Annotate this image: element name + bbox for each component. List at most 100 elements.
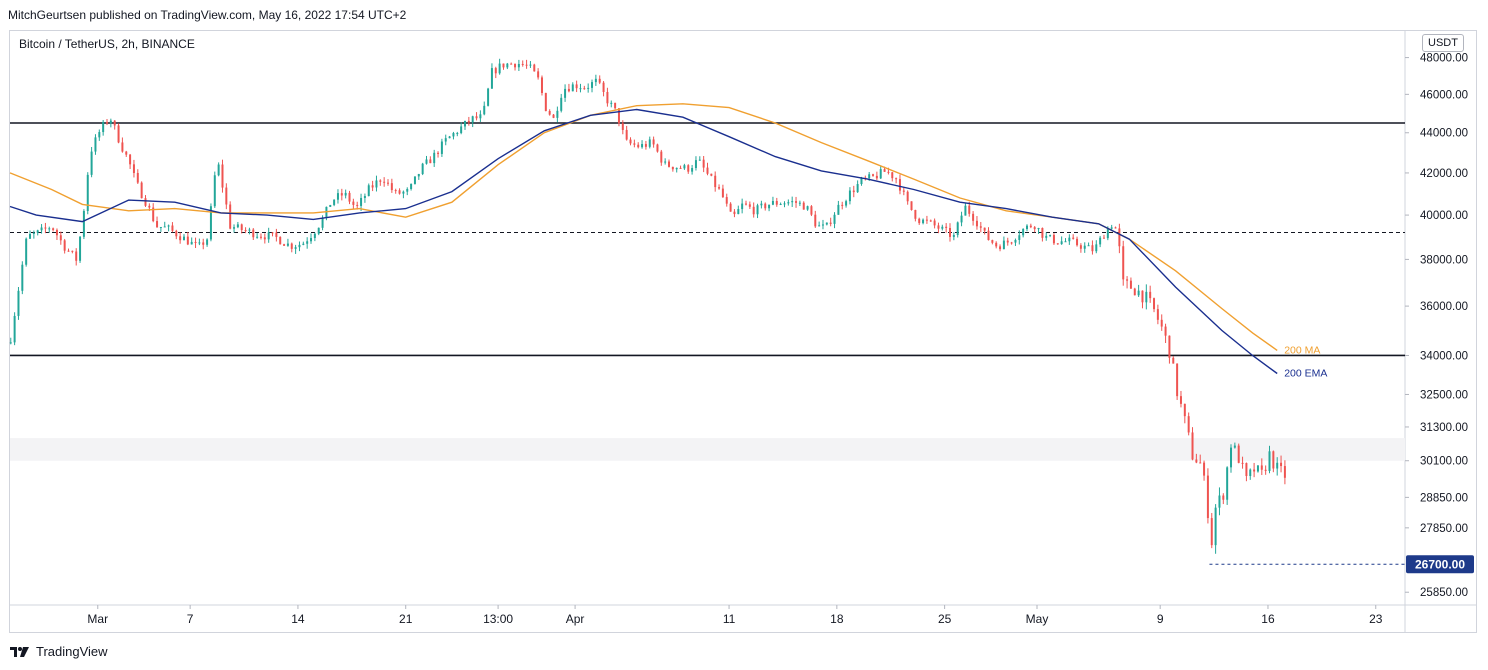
candle-body (340, 193, 343, 196)
candle-body (775, 201, 778, 205)
candle-body (44, 227, 47, 229)
candle-body (525, 64, 528, 66)
candle-body (440, 141, 443, 154)
candle-body (1141, 290, 1144, 303)
candle-body (1102, 237, 1105, 239)
candle-body (1210, 518, 1213, 546)
candle-body (136, 172, 139, 183)
candle-body (275, 232, 278, 237)
candle-body (795, 201, 798, 203)
candle-body (467, 120, 470, 123)
candle-body (1079, 245, 1082, 249)
candle-body (960, 215, 963, 223)
currency-button[interactable]: USDT (1422, 34, 1464, 52)
candle-body (787, 202, 790, 204)
candle-body (413, 176, 416, 184)
candle-body (98, 132, 101, 138)
candle-body (648, 139, 651, 147)
x-tick-label-9: May (1026, 612, 1049, 626)
candle-body (159, 226, 162, 228)
candle-body (367, 185, 370, 197)
candle-body (336, 193, 339, 200)
footer-brand[interactable]: TradingView (10, 644, 108, 659)
candle-body (560, 97, 563, 111)
candle-body (929, 220, 932, 222)
candle-body (521, 63, 524, 65)
candle-body (344, 192, 347, 196)
candle-body (941, 226, 944, 229)
candle-body (1260, 465, 1263, 470)
candle-body (371, 185, 374, 188)
candle-body (236, 224, 239, 228)
candle-body (806, 206, 809, 210)
candle-body (363, 196, 366, 198)
series-line-200-ema (9, 108, 1278, 375)
candle-body (302, 243, 305, 245)
candle-body (537, 71, 540, 78)
candle-body (791, 201, 794, 203)
candle-body (702, 159, 705, 168)
x-tick-label-0: Mar (87, 612, 108, 626)
candle-body (1268, 451, 1271, 471)
candle-body (883, 169, 886, 172)
footer-brand-label: TradingView (36, 644, 108, 659)
candle-body (964, 205, 967, 216)
candle-body (294, 247, 297, 249)
candle-body (829, 222, 832, 224)
candle-body (614, 102, 617, 109)
candle-body (706, 167, 709, 174)
candle-body (729, 203, 732, 212)
candle-body (764, 203, 767, 209)
candle-body (1226, 467, 1229, 500)
x-tick-label-8: 25 (938, 612, 952, 626)
candle-body (1137, 290, 1140, 296)
candle-body (1249, 469, 1252, 476)
candle-body (925, 219, 928, 221)
candle-body (390, 183, 393, 191)
candle-body (1256, 465, 1259, 472)
candle-body (660, 151, 663, 163)
candle-body (410, 183, 413, 189)
candle-body (633, 143, 636, 145)
candle-body (552, 114, 555, 118)
candle-body (733, 211, 736, 215)
candle-body (52, 228, 55, 230)
candle-body (1049, 234, 1052, 236)
candle-body (356, 204, 359, 206)
y-tick-label-9: 31300.00 (1420, 422, 1468, 434)
candle-body (310, 238, 313, 242)
published-header: MitchGeurtsen published on TradingView.c… (8, 8, 407, 22)
candle-body (987, 230, 990, 241)
candle-body (483, 105, 486, 115)
candle-body (768, 204, 771, 209)
candle-body (952, 235, 955, 237)
candle-body (1283, 466, 1286, 478)
candle-body (744, 203, 747, 205)
candle-body (90, 151, 93, 175)
candle-body (333, 199, 336, 205)
candle-body (598, 78, 601, 83)
series-label-200-ma: 200 MA (1284, 344, 1320, 356)
candle-body (1195, 459, 1198, 463)
candle-body (968, 205, 971, 214)
candle-body (417, 173, 420, 177)
candle-body (1203, 462, 1206, 476)
chart-frame (9, 30, 1477, 633)
candle-body (641, 144, 644, 148)
candle-body (437, 152, 440, 154)
candle-body (63, 240, 66, 251)
candle-body (9, 342, 12, 344)
x-tick-label-3: 21 (399, 612, 413, 626)
candle-body (402, 191, 405, 194)
candle-body (233, 227, 236, 229)
candle-body (244, 230, 247, 232)
candle-body (906, 191, 909, 202)
candle-body (1068, 237, 1071, 242)
candle-body (1099, 237, 1102, 245)
candle-body (591, 82, 594, 88)
candle-body (1191, 432, 1194, 460)
candle-body (1110, 227, 1113, 229)
candle-body (995, 242, 998, 247)
candle-body (1033, 227, 1036, 230)
